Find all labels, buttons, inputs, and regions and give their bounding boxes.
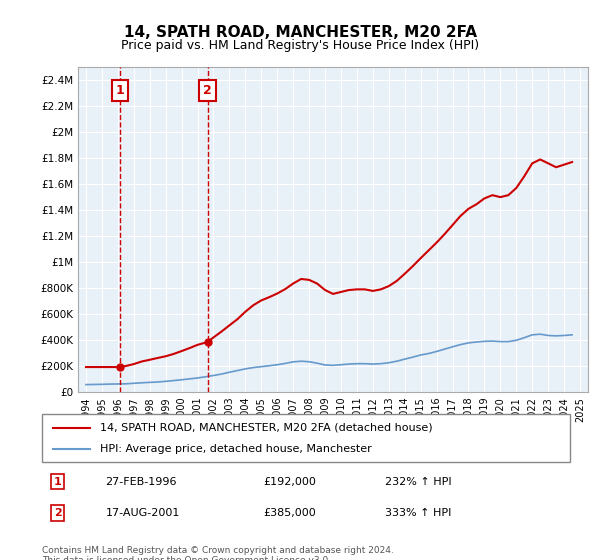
Text: Price paid vs. HM Land Registry's House Price Index (HPI): Price paid vs. HM Land Registry's House … bbox=[121, 39, 479, 52]
Text: 14, SPATH ROAD, MANCHESTER, M20 2FA: 14, SPATH ROAD, MANCHESTER, M20 2FA bbox=[124, 25, 476, 40]
Text: £192,000: £192,000 bbox=[264, 477, 317, 487]
Text: 2: 2 bbox=[203, 84, 212, 97]
Text: Contains HM Land Registry data © Crown copyright and database right 2024.
This d: Contains HM Land Registry data © Crown c… bbox=[42, 546, 394, 560]
Text: 17-AUG-2001: 17-AUG-2001 bbox=[106, 508, 180, 518]
Text: HPI: Average price, detached house, Manchester: HPI: Average price, detached house, Manc… bbox=[100, 444, 372, 454]
Text: 232% ↑ HPI: 232% ↑ HPI bbox=[385, 477, 452, 487]
Text: 1: 1 bbox=[54, 477, 62, 487]
Text: 2: 2 bbox=[54, 508, 62, 518]
Text: 333% ↑ HPI: 333% ↑ HPI bbox=[385, 508, 452, 518]
Text: £385,000: £385,000 bbox=[264, 508, 317, 518]
Text: 27-FEB-1996: 27-FEB-1996 bbox=[106, 477, 177, 487]
Text: 1: 1 bbox=[116, 84, 125, 97]
FancyBboxPatch shape bbox=[42, 414, 570, 462]
Text: 14, SPATH ROAD, MANCHESTER, M20 2FA (detached house): 14, SPATH ROAD, MANCHESTER, M20 2FA (det… bbox=[100, 423, 433, 433]
